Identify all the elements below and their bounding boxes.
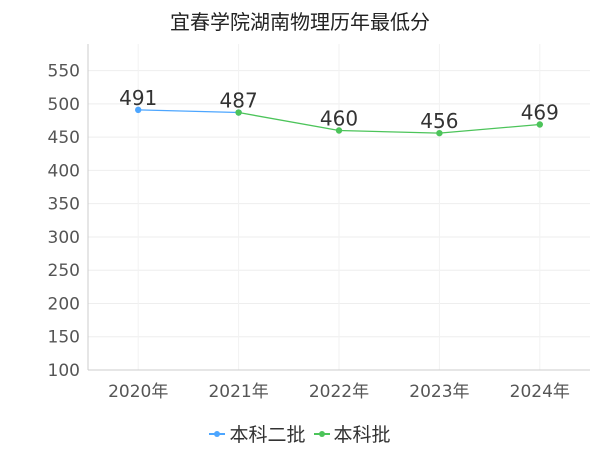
- legend-item-series-1[interactable]: 本科二批: [209, 420, 306, 447]
- y-tick-label-550: 550: [48, 62, 80, 82]
- data-label-3: 456: [420, 109, 458, 133]
- y-tick-label-300: 300: [48, 228, 80, 248]
- y-tick-label-250: 250: [48, 261, 80, 281]
- legend-label-series-2: 本科批: [333, 424, 391, 446]
- y-tick-label-450: 450: [48, 128, 80, 148]
- data-label-0: 491: [119, 86, 157, 110]
- series-line-1: [138, 109, 239, 114]
- data-label-4: 469: [521, 101, 559, 125]
- data-point-series-2-3: [436, 129, 443, 137]
- y-tick-label-400: 400: [48, 161, 80, 181]
- x-tick-label-0: 2020年: [108, 382, 168, 402]
- data-label-1: 487: [220, 89, 258, 113]
- y-tick-label-500: 500: [48, 95, 80, 115]
- legend-marker-series-2: [313, 428, 330, 440]
- legend: 本科二批 本科批: [0, 420, 600, 447]
- data-point-series-1-0: [135, 106, 142, 114]
- legend-marker-series-1: [209, 428, 226, 440]
- data-point-series-2-4: [536, 121, 543, 128]
- data-point-series-2-1: [235, 109, 242, 116]
- x-tick-label-2: 2022年: [309, 382, 369, 402]
- data-label-2: 460: [320, 106, 358, 130]
- x-tick-label-3: 2023年: [409, 382, 469, 402]
- legend-item-series-2[interactable]: 本科批: [313, 420, 391, 447]
- y-tick-label-350: 350: [48, 195, 80, 215]
- legend-label-series-1: 本科二批: [229, 424, 306, 446]
- y-tick-label-200: 200: [48, 294, 80, 314]
- y-tick-label-100: 100: [48, 361, 80, 381]
- x-tick-label-1: 2021年: [208, 382, 268, 402]
- series-line-2: [238, 111, 540, 134]
- chart-title: 宜春学院湖南物理历年最低分: [170, 10, 430, 34]
- data-point-series-2-2: [335, 127, 343, 134]
- x-tick-label-4: 2024年: [510, 382, 570, 402]
- y-tick-label-150: 150: [48, 328, 80, 348]
